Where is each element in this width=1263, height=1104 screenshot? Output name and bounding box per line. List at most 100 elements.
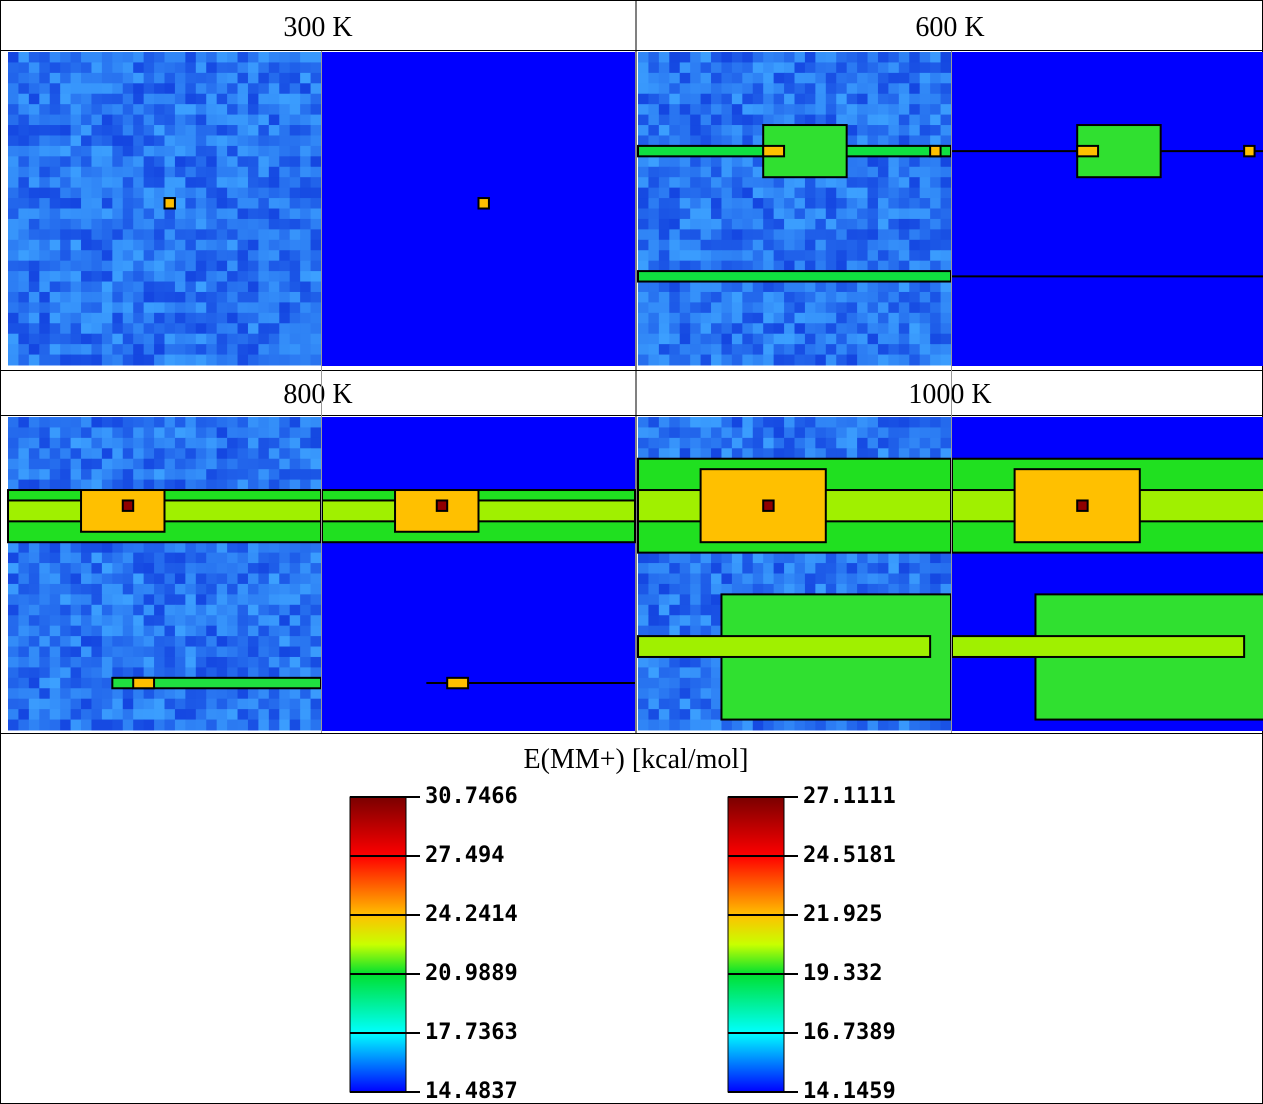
heatmap-cell <box>70 52 82 63</box>
heatmap-cell <box>763 198 775 209</box>
heatmap-cell <box>258 125 270 136</box>
heatmap-cell <box>898 72 910 84</box>
heatmap-cell <box>752 104 764 116</box>
heatmap-cell <box>658 208 670 220</box>
heatmap-cell <box>919 291 931 303</box>
heatmap-cell <box>700 323 712 335</box>
heatmap-cell <box>648 656 660 668</box>
heatmap-cell <box>836 114 848 126</box>
heatmap-cell <box>940 583 952 595</box>
heatmap-cell <box>91 260 103 272</box>
heatmap-cell <box>154 291 165 303</box>
heatmap-cell <box>81 594 92 606</box>
heatmap-cell <box>8 625 19 637</box>
heatmap-cell <box>237 208 249 220</box>
heatmap-cell <box>185 218 197 230</box>
heatmap-cell <box>185 333 197 345</box>
heatmap-cell <box>227 125 239 136</box>
heatmap-cell <box>268 291 280 303</box>
heatmap-cell <box>18 62 30 74</box>
heatmap-cell <box>18 437 30 449</box>
heatmap-cell <box>195 323 207 335</box>
heatmap-cell <box>91 312 103 324</box>
heatmap-cell <box>81 145 92 157</box>
heatmap-cell <box>70 709 82 721</box>
heatmap-cell <box>174 302 186 314</box>
heatmap-cell <box>49 156 61 168</box>
heatmap-cell <box>909 135 921 147</box>
heatmap-cell <box>690 166 702 178</box>
heatmap-cell <box>185 291 197 303</box>
heatmap-cell <box>310 104 322 116</box>
heatmap-cell <box>846 563 858 574</box>
heatmap-cell <box>658 615 670 627</box>
heatmap-cell <box>784 552 795 564</box>
heatmap-cell <box>237 573 249 585</box>
heatmap-cell <box>268 667 280 679</box>
heatmap-cell <box>310 636 322 648</box>
heatmap-cell <box>247 114 259 126</box>
heatmap-cell <box>919 177 931 189</box>
heatmap-cell <box>247 145 259 157</box>
heatmap-cell <box>247 552 259 564</box>
heatmap-cell <box>763 72 775 84</box>
heatmap-cell <box>279 187 291 199</box>
heatmap-cell <box>28 312 40 324</box>
heatmap-cell <box>164 594 176 606</box>
heatmap-cell <box>877 187 889 199</box>
heatmap-cell <box>638 125 649 136</box>
heatmap-cell <box>28 552 40 564</box>
heatmap-cell <box>164 208 176 220</box>
heatmap-cell <box>731 573 743 585</box>
heatmap-cell <box>91 458 103 470</box>
heatmap-cell <box>28 719 40 731</box>
heatmap-cell <box>940 333 952 345</box>
heatmap-cell <box>8 114 19 126</box>
heatmap-cell <box>101 677 113 689</box>
heatmap-cell <box>690 604 702 616</box>
heatmap-cell <box>898 218 910 230</box>
heatmap-cell <box>216 93 228 105</box>
heatmap-cell <box>638 62 649 74</box>
heatmap-cell <box>122 177 134 189</box>
heatmap-cell <box>846 156 858 168</box>
heatmap-cell <box>174 239 186 251</box>
heatmap-cell <box>279 625 291 637</box>
heatmap-cell <box>101 83 113 95</box>
heatmap-cell <box>679 583 691 595</box>
heatmap-cell <box>112 646 124 658</box>
heatmap-cell <box>877 104 889 116</box>
heatmap-cell <box>731 177 743 189</box>
heatmap-cell <box>898 417 910 428</box>
heatmap-cell <box>206 417 218 428</box>
heatmap-cell <box>300 458 312 470</box>
heatmap-cell <box>112 604 124 616</box>
heatmap-cell <box>794 333 806 345</box>
heatmap-cell <box>268 208 280 220</box>
heatmap-cell <box>237 271 249 283</box>
heatmap-cell <box>648 72 660 84</box>
heatmap-cell <box>8 709 19 721</box>
heatmap-cell <box>195 719 207 731</box>
heatmap-cell <box>310 573 322 585</box>
heatmap-cell <box>300 573 312 585</box>
heatmap-cell <box>888 291 900 303</box>
heatmap-cell <box>711 135 722 147</box>
heatmap-cell <box>174 166 186 178</box>
heatmap-cell <box>60 52 72 63</box>
heatmap-cell <box>195 583 207 595</box>
heatmap-cell <box>825 563 837 574</box>
heatmap-cell <box>784 250 795 262</box>
heatmap-cell <box>711 552 722 564</box>
heatmap-cell <box>648 625 660 637</box>
heatmap-cell <box>638 615 649 627</box>
heatmap-cell <box>216 114 228 126</box>
heatmap-cell <box>237 656 249 668</box>
heatmap-cell <box>940 323 952 335</box>
heatmap-cell <box>258 417 270 428</box>
heatmap-cell <box>174 448 186 460</box>
heatmap-cell <box>247 260 259 272</box>
heatmap-cell <box>815 344 827 356</box>
heatmap-cell <box>658 52 670 63</box>
heatmap-cell <box>300 198 312 209</box>
